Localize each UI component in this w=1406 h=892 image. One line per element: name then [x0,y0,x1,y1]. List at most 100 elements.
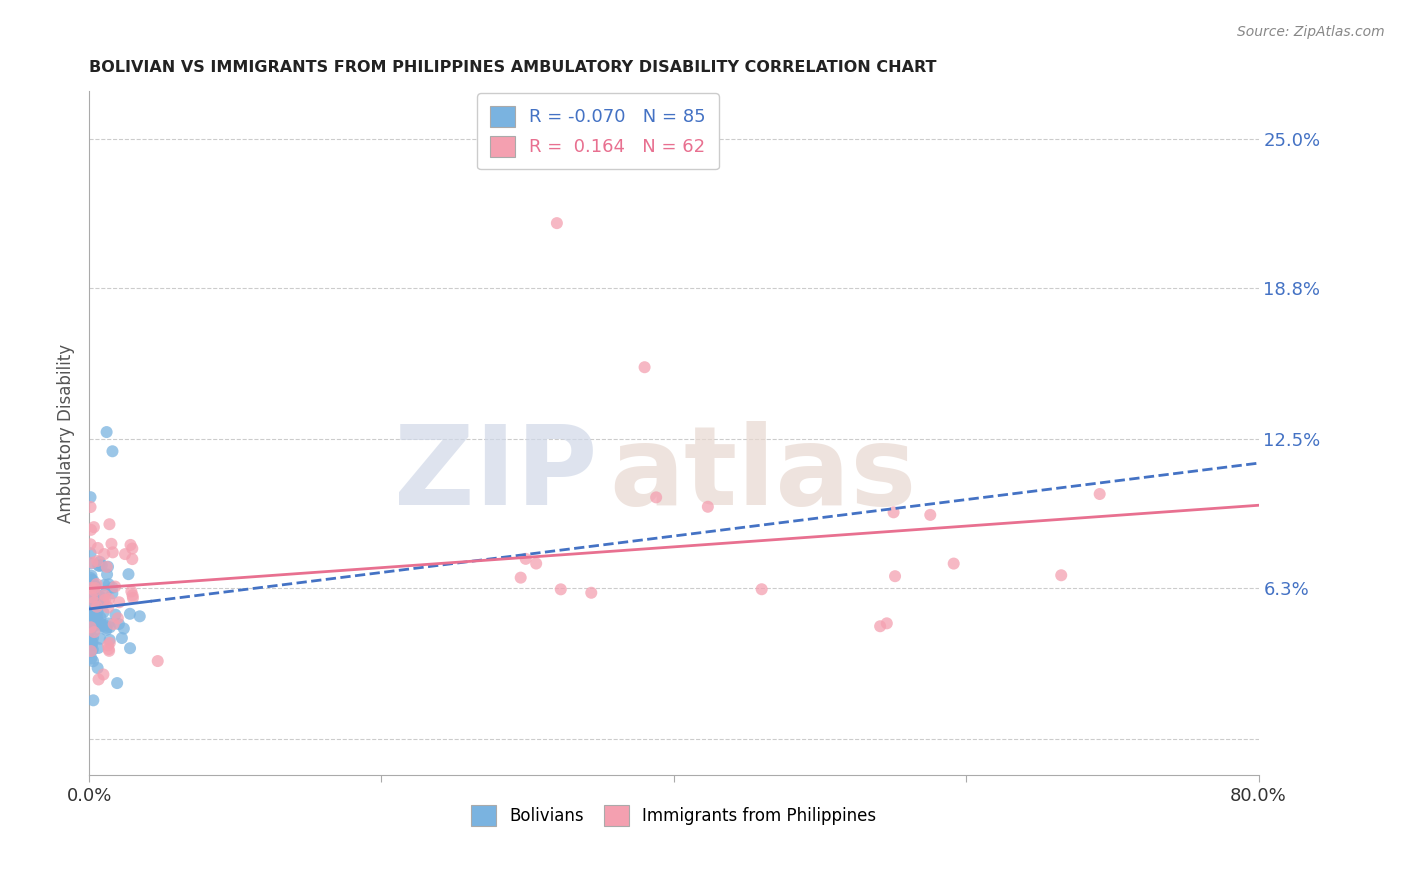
Point [79,612,101,626]
Point [80,595,103,609]
Point [97,639,120,653]
Point [80,581,103,595]
Point [114,547,136,561]
Point [80,523,103,537]
Point [876,616,898,631]
Point [79,633,101,648]
Point [884,569,907,583]
Point [100,537,122,551]
Point [84,588,107,602]
Point [83,625,105,640]
Point [82,635,104,649]
Point [83,583,105,598]
Point [117,567,139,582]
Point [79,633,101,648]
Point [79,500,101,514]
Text: atlas: atlas [610,421,917,528]
Point [524,557,547,571]
Point [96,621,118,635]
Point [82,556,104,570]
Point [79,588,101,602]
Point [86,661,108,675]
Point [82,642,104,657]
Point [118,607,141,621]
Point [84,623,107,637]
Point [96,560,118,574]
Point [86,577,108,591]
Point [112,622,135,636]
Point [98,632,121,647]
Point [89,610,111,624]
Point [751,582,773,597]
Legend: Bolivians, Immigrants from Philippines: Bolivians, Immigrants from Philippines [464,798,883,832]
Point [80,573,103,587]
Point [89,595,111,609]
Point [97,600,120,615]
Point [79,537,101,551]
Point [82,631,104,645]
Point [509,571,531,585]
Point [79,623,101,637]
Point [80,581,103,595]
Point [79,592,101,607]
Point [93,547,115,561]
Point [121,541,143,556]
Point [121,552,143,566]
Point [103,617,125,632]
Point [80,557,103,571]
Point [581,586,603,600]
Point [122,591,145,605]
Point [98,644,121,658]
Point [86,610,108,624]
Point [89,555,111,569]
Point [82,615,104,630]
Point [87,558,110,573]
Point [79,634,101,648]
Point [121,588,143,602]
Point [1088,487,1111,501]
Point [942,557,965,571]
Point [97,616,120,631]
Y-axis label: Ambulatory Disability: Ambulatory Disability [58,343,75,523]
Point [80,606,103,620]
Point [1050,568,1073,582]
Point [82,574,104,588]
Point [920,508,942,522]
Point [79,591,101,606]
Point [79,490,101,504]
Point [98,620,121,634]
Text: BOLIVIAN VS IMMIGRANTS FROM PHILIPPINES AMBULATORY DISABILITY CORRELATION CHART: BOLIVIAN VS IMMIGRANTS FROM PHILIPPINES … [89,60,936,75]
Point [118,641,141,656]
Point [108,595,131,609]
Point [98,517,121,532]
Point [83,617,105,632]
Point [83,586,105,600]
Point [97,642,120,657]
Point [107,611,129,625]
Point [80,618,103,632]
Point [97,559,120,574]
Point [93,618,115,632]
Point [87,604,110,618]
Point [80,639,103,653]
Point [84,614,107,628]
Point [89,589,111,603]
Point [550,582,572,597]
Point [101,581,124,595]
Point [91,619,114,633]
Point [86,594,108,608]
Point [80,651,103,665]
Point [90,558,112,573]
Point [86,599,108,614]
Point [128,609,150,624]
Point [86,554,108,568]
Point [101,586,124,600]
Point [79,546,101,560]
Point [83,618,105,632]
Point [82,693,104,707]
Point [89,559,111,574]
Point [105,676,128,690]
Point [96,425,118,439]
Text: ZIP: ZIP [395,421,598,528]
Point [108,617,131,632]
